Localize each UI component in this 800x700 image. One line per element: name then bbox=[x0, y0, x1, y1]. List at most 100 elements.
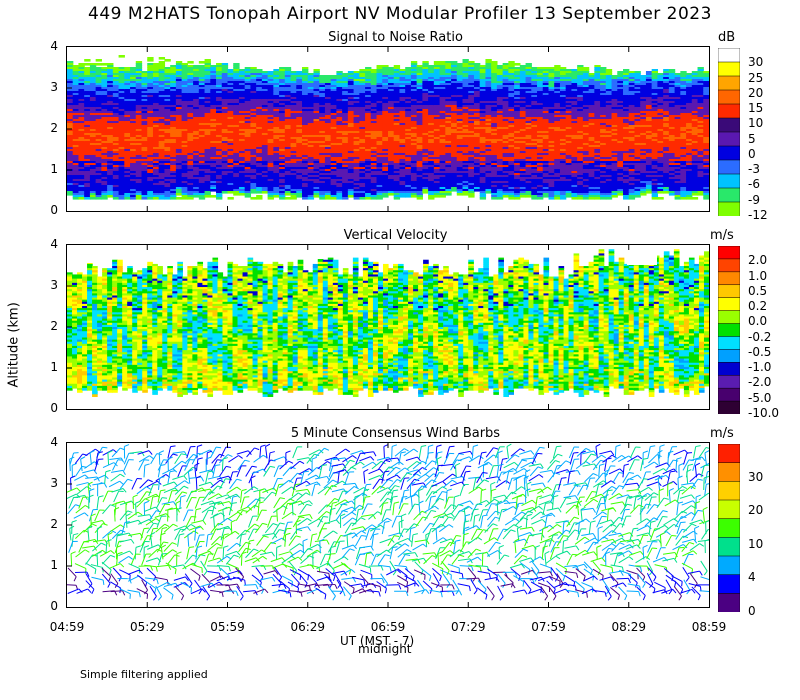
snr-cell bbox=[473, 129, 481, 132]
snr-cell bbox=[158, 125, 166, 128]
snr-cell bbox=[456, 175, 464, 178]
snr-cell bbox=[359, 91, 366, 94]
snr-cell bbox=[124, 135, 131, 138]
snr-cell bbox=[382, 173, 389, 176]
snr-cell bbox=[279, 69, 286, 72]
snr-cell bbox=[221, 71, 229, 74]
snr-cell bbox=[370, 135, 378, 138]
snr-cell bbox=[399, 69, 406, 72]
snr-cell bbox=[324, 179, 332, 182]
snr-cell bbox=[147, 101, 154, 104]
snr-cell bbox=[330, 97, 338, 100]
snr-cell bbox=[410, 185, 418, 188]
snr-cell bbox=[175, 121, 183, 124]
snr-cell bbox=[95, 143, 102, 146]
snr-cell bbox=[152, 103, 160, 106]
snr-cell bbox=[107, 121, 114, 124]
snr-cell bbox=[78, 147, 85, 150]
snr-cell bbox=[175, 87, 183, 90]
snr-cell bbox=[204, 161, 211, 164]
snr-cell bbox=[468, 63, 475, 66]
snr-cell bbox=[491, 157, 498, 160]
snr-cell bbox=[393, 111, 401, 114]
snr-cell bbox=[422, 85, 429, 88]
snr-cell bbox=[250, 151, 257, 154]
snr-cell bbox=[124, 127, 131, 130]
snr-cell bbox=[462, 117, 469, 120]
snr-cell bbox=[451, 159, 458, 162]
snr-cell bbox=[124, 73, 131, 76]
snr-cell bbox=[399, 155, 406, 158]
snr-cell bbox=[141, 121, 148, 124]
snr-cell bbox=[170, 141, 177, 144]
snr-cell bbox=[376, 81, 383, 84]
snr-cell bbox=[405, 111, 412, 114]
snr-cell bbox=[336, 97, 343, 100]
snr-cell bbox=[302, 181, 309, 184]
snr-cell bbox=[198, 105, 206, 108]
snr-cell bbox=[456, 137, 464, 140]
snr-cell bbox=[141, 183, 148, 186]
snr-cell bbox=[198, 127, 206, 130]
snr-cell bbox=[353, 157, 360, 160]
snr-cell bbox=[479, 145, 487, 148]
snr-cell bbox=[273, 183, 280, 186]
snr-cell bbox=[221, 139, 229, 142]
snr-cell bbox=[388, 119, 395, 122]
snr-cell bbox=[147, 115, 154, 118]
snr-cell bbox=[284, 193, 292, 196]
snr-cell bbox=[445, 159, 452, 162]
snr-cell bbox=[365, 153, 372, 156]
snr-cell bbox=[473, 119, 481, 122]
snr-cell bbox=[181, 101, 188, 104]
snr-cell bbox=[422, 81, 429, 84]
snr-cell bbox=[393, 137, 401, 140]
snr-cell bbox=[158, 129, 166, 132]
snr-cell bbox=[227, 111, 234, 114]
snr-cell bbox=[187, 73, 194, 76]
snr-cell bbox=[428, 103, 435, 106]
snr-cell bbox=[353, 115, 360, 118]
snr-cell bbox=[496, 165, 504, 168]
snr-cell bbox=[187, 61, 194, 64]
snr-cell bbox=[164, 133, 171, 136]
snr-cell bbox=[141, 153, 148, 156]
snr-cell bbox=[491, 195, 498, 198]
snr-cell bbox=[89, 181, 97, 184]
snr-cell bbox=[118, 153, 125, 156]
snr-cell bbox=[238, 159, 246, 162]
snr-cell bbox=[204, 91, 211, 94]
snr-cell bbox=[410, 79, 418, 82]
snr-cell bbox=[112, 189, 120, 192]
snr-cell bbox=[473, 87, 481, 90]
snr-cell bbox=[158, 173, 166, 176]
snr-cell bbox=[451, 123, 458, 126]
snr-plot[interactable] bbox=[66, 46, 710, 212]
snr-cell bbox=[491, 97, 498, 100]
snr-cell bbox=[393, 93, 401, 96]
snr-cell bbox=[302, 193, 309, 196]
snr-cell bbox=[135, 193, 143, 196]
snr-cell bbox=[365, 169, 372, 172]
snr-cell bbox=[267, 177, 274, 180]
snr-cell bbox=[250, 107, 257, 110]
snr-cell bbox=[118, 125, 125, 128]
snr-cell bbox=[198, 197, 206, 200]
snr-cell bbox=[468, 121, 475, 124]
snr-cell bbox=[428, 175, 435, 178]
snr-cell bbox=[330, 191, 338, 194]
snr-cell bbox=[152, 153, 160, 156]
snr-cell bbox=[302, 85, 309, 88]
snr-cell bbox=[112, 87, 120, 90]
snr-cell bbox=[244, 173, 252, 176]
snr-cell bbox=[359, 73, 366, 76]
snr-cell bbox=[462, 79, 469, 82]
snr-cell bbox=[78, 107, 85, 110]
snr-cell bbox=[462, 95, 469, 98]
snr-cell bbox=[216, 125, 223, 128]
snr-cell bbox=[307, 117, 315, 120]
snr-cell bbox=[324, 141, 332, 144]
snr-cell bbox=[158, 119, 166, 122]
snr-cell bbox=[451, 79, 458, 82]
snr-cell bbox=[399, 95, 406, 98]
